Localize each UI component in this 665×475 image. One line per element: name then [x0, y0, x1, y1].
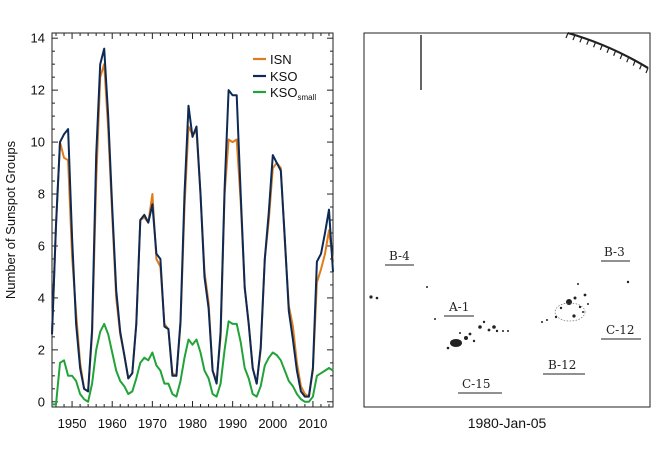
- limb-hatch: [632, 60, 636, 66]
- legend-label-kso-small-main: KSO: [270, 85, 297, 100]
- x-tick-label: 1970: [138, 416, 167, 431]
- limb-hatch: [572, 34, 576, 41]
- legend-label-kso-small-sub: small: [297, 93, 316, 102]
- label-b12: B-12: [543, 358, 585, 375]
- label-c12: C-12: [601, 323, 641, 340]
- label-b4: B-4: [385, 249, 414, 266]
- label-c15: C-15: [458, 377, 502, 394]
- sunspot-cluster-b3: [541, 280, 630, 323]
- limb-hatch: [586, 39, 590, 45]
- legend-label-kso-small: KSOsmall: [270, 85, 316, 102]
- series-group: [51, 47, 334, 406]
- limb-hatch: [645, 67, 649, 74]
- limb-hatch: [565, 32, 569, 39]
- sunspot-cluster-c12: [582, 303, 589, 313]
- label-a1: A-1: [444, 300, 474, 317]
- x-tick-label: 1990: [218, 416, 247, 431]
- penumbra-outline: [554, 302, 586, 322]
- sunspot-cluster-a1: [434, 318, 509, 350]
- y-tick-label: 4: [38, 290, 45, 305]
- limb-hatch: [639, 64, 643, 70]
- y-tick-label: 2: [38, 342, 45, 357]
- y-tick-label: 6: [38, 238, 45, 253]
- label-b3-text: B-3: [604, 245, 625, 259]
- label-b4-text: B-4: [389, 249, 410, 263]
- label-b12-text: B-12: [548, 358, 576, 372]
- limb-hatch: [599, 44, 603, 51]
- limb-hatch: [592, 41, 597, 48]
- x-tick-label: 2010: [298, 416, 327, 431]
- series-line-kso-small: [52, 320, 334, 406]
- y-axis-title: Number of Sunspot Groups: [3, 140, 18, 299]
- legend: ISN KSO KSOsmall: [253, 52, 316, 102]
- label-c12-text: C-12: [606, 323, 635, 337]
- limb-hatch: [613, 50, 617, 56]
- label-c15-text: C-15: [462, 377, 491, 391]
- drawing-frame: [363, 32, 651, 408]
- x-tick-label: 2000: [258, 416, 287, 431]
- series-line-kso: [51, 47, 334, 398]
- limb-hatch: [619, 53, 623, 60]
- sunspot-cluster-b4: [369, 286, 428, 300]
- axis-ticks: 1950 1960 1970 1980 1990 2000 2010 0 2 4 6 8 10 12 14: [31, 31, 333, 431]
- y-tick-label: 0: [38, 394, 45, 409]
- label-b3: B-3: [601, 245, 630, 262]
- drawing-caption: 1980-Jan-05: [467, 415, 547, 431]
- limb-hatch: [606, 47, 610, 53]
- sunspot-drawing-panel: B-4 B-3 A-1 C-12 B-12 C-15: [363, 31, 651, 408]
- x-tick-label: 1960: [98, 416, 127, 431]
- limb-hatch: [626, 56, 630, 63]
- x-tick-label: 1980: [178, 416, 207, 431]
- label-a1-text: A-1: [448, 300, 469, 314]
- y-tick-label: 8: [38, 187, 45, 202]
- x-tick-label: 1950: [58, 416, 87, 431]
- legend-label-kso: KSO: [270, 69, 297, 84]
- limb-hatch-marks: [565, 32, 649, 74]
- limb-hatch: [579, 37, 583, 43]
- y-tick-label: 14: [31, 31, 45, 46]
- y-tick-label: 12: [31, 83, 45, 98]
- legend-label-isn: ISN: [270, 52, 292, 67]
- y-tick-label: 10: [31, 135, 45, 150]
